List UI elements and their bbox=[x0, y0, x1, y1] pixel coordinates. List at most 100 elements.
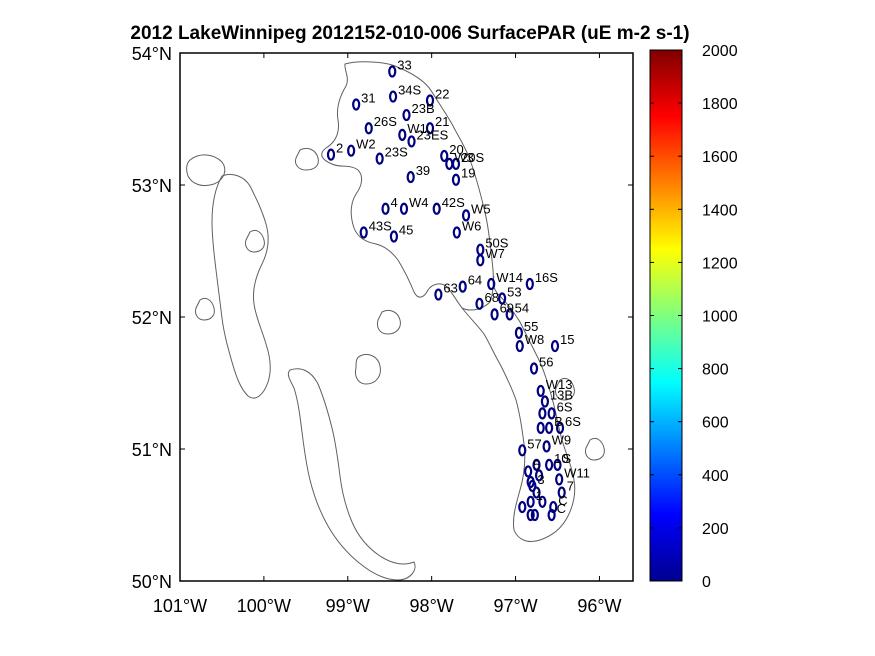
station-label: W9 bbox=[552, 432, 572, 447]
station-label: 4 bbox=[391, 195, 398, 210]
station-marker bbox=[538, 407, 547, 420]
station-marker bbox=[553, 458, 562, 471]
station-label: W1 bbox=[407, 121, 427, 136]
station-marker bbox=[440, 149, 449, 163]
station-marker bbox=[536, 384, 545, 398]
lat-tick-label: 53°N bbox=[132, 176, 172, 196]
station-marker bbox=[388, 65, 397, 78]
lon-tick-label: 100°W bbox=[237, 596, 291, 616]
station-label: W4 bbox=[409, 195, 429, 210]
colorbar-tick-label: 200 bbox=[702, 521, 729, 538]
station-label: 63 bbox=[443, 281, 457, 296]
station-marker bbox=[487, 277, 496, 291]
station-label: 19 bbox=[461, 166, 475, 181]
station-marker bbox=[475, 297, 484, 310]
station-label: W3 bbox=[454, 150, 474, 165]
station-label: 23ES bbox=[417, 127, 449, 142]
station-label: W6 bbox=[462, 219, 482, 234]
lat-tick-label: 50°N bbox=[132, 572, 172, 592]
station-marker bbox=[538, 495, 547, 508]
lon-tick-label: 99°W bbox=[326, 596, 370, 616]
station-marker bbox=[476, 254, 485, 267]
station-marker bbox=[530, 508, 539, 522]
station-marker bbox=[534, 469, 544, 482]
map-tick-marks bbox=[179, 52, 633, 582]
station-marker bbox=[476, 243, 485, 256]
station-label: 6S bbox=[565, 414, 581, 429]
station-marker bbox=[528, 479, 537, 493]
colorbar-tick-label: 1600 bbox=[702, 149, 738, 166]
station-marker bbox=[445, 157, 454, 170]
small-lake-6 bbox=[555, 377, 575, 401]
station-marker bbox=[526, 495, 535, 508]
lake-winnipeg-south-basin bbox=[461, 275, 576, 543]
station-marker bbox=[490, 308, 499, 321]
station-marker bbox=[407, 135, 416, 148]
colorbar-tick-label: 1000 bbox=[702, 309, 738, 326]
station-marker bbox=[402, 108, 411, 122]
small-lake-5 bbox=[195, 297, 215, 321]
station-label: S bbox=[563, 451, 572, 466]
lake-winnipegosis bbox=[211, 173, 271, 399]
station-marker bbox=[434, 288, 443, 301]
station-marker bbox=[545, 458, 554, 471]
station-label: 68 bbox=[484, 290, 498, 305]
station-label: 69 bbox=[500, 300, 514, 315]
colorbar-tick-label: 600 bbox=[702, 415, 729, 432]
station-marker bbox=[542, 440, 551, 453]
station-marker bbox=[326, 148, 336, 161]
station-marker bbox=[399, 202, 409, 215]
station-label: W11 bbox=[564, 465, 590, 480]
station-label: 3 bbox=[537, 472, 544, 487]
colorbar-tick-label: 0 bbox=[702, 574, 711, 591]
station-label: 54 bbox=[515, 300, 529, 315]
longitude-tick-labels: 101°W 100°W 99°W 98°W 97°W 96°W bbox=[153, 596, 622, 616]
station-marker bbox=[529, 362, 539, 375]
station-label: W13 bbox=[546, 377, 573, 392]
station-label: 26S bbox=[374, 114, 397, 129]
station-marker bbox=[461, 209, 471, 222]
station-label: 56 bbox=[539, 354, 553, 369]
station-marker bbox=[364, 122, 373, 135]
small-lake-1 bbox=[355, 353, 381, 385]
colorbar bbox=[649, 49, 683, 582]
colorbar-tick-label: 800 bbox=[702, 362, 729, 379]
station-marker bbox=[389, 230, 399, 243]
station-marker bbox=[375, 152, 384, 165]
small-lake-2 bbox=[377, 309, 401, 335]
lon-tick-label: 98°W bbox=[410, 596, 454, 616]
station-label: 20 bbox=[449, 142, 463, 157]
colorbar-tick-label: 1800 bbox=[702, 96, 738, 113]
station-label: W2 bbox=[356, 137, 376, 152]
colorbar-tick-label: 1400 bbox=[702, 202, 738, 219]
station-marker bbox=[515, 339, 524, 353]
station-label: W5 bbox=[471, 201, 491, 216]
small-lake-4 bbox=[245, 229, 265, 253]
lon-tick-label: 96°W bbox=[577, 596, 621, 616]
station-label: 39 bbox=[416, 163, 430, 178]
small-lake-7 bbox=[585, 437, 605, 461]
station-label: 31 bbox=[361, 90, 375, 105]
station-marker bbox=[557, 486, 566, 499]
station-marker bbox=[526, 508, 535, 522]
coastline-outlines bbox=[186, 61, 605, 581]
station-marker bbox=[347, 144, 356, 157]
station-markers bbox=[326, 65, 566, 522]
station-marker bbox=[555, 421, 565, 434]
station-label: C bbox=[558, 493, 567, 508]
colorbar-tick-label: 1200 bbox=[702, 255, 738, 272]
station-label: 64 bbox=[468, 273, 482, 288]
station-marker bbox=[352, 98, 361, 111]
station-marker bbox=[451, 157, 461, 170]
station-label: W7 bbox=[485, 246, 505, 261]
station-label: 42S bbox=[442, 195, 465, 210]
station-label: 50S bbox=[485, 236, 508, 251]
cedar-lake bbox=[186, 154, 226, 187]
station-label: 34S bbox=[398, 83, 421, 98]
lat-tick-label: 52°N bbox=[132, 308, 172, 328]
station-label: 22 bbox=[435, 87, 449, 102]
station-marker bbox=[514, 326, 524, 339]
colorbar-tick-labels: 0 200 400 600 800 1000 1200 1400 1600 1800 2000 bbox=[650, 43, 738, 591]
